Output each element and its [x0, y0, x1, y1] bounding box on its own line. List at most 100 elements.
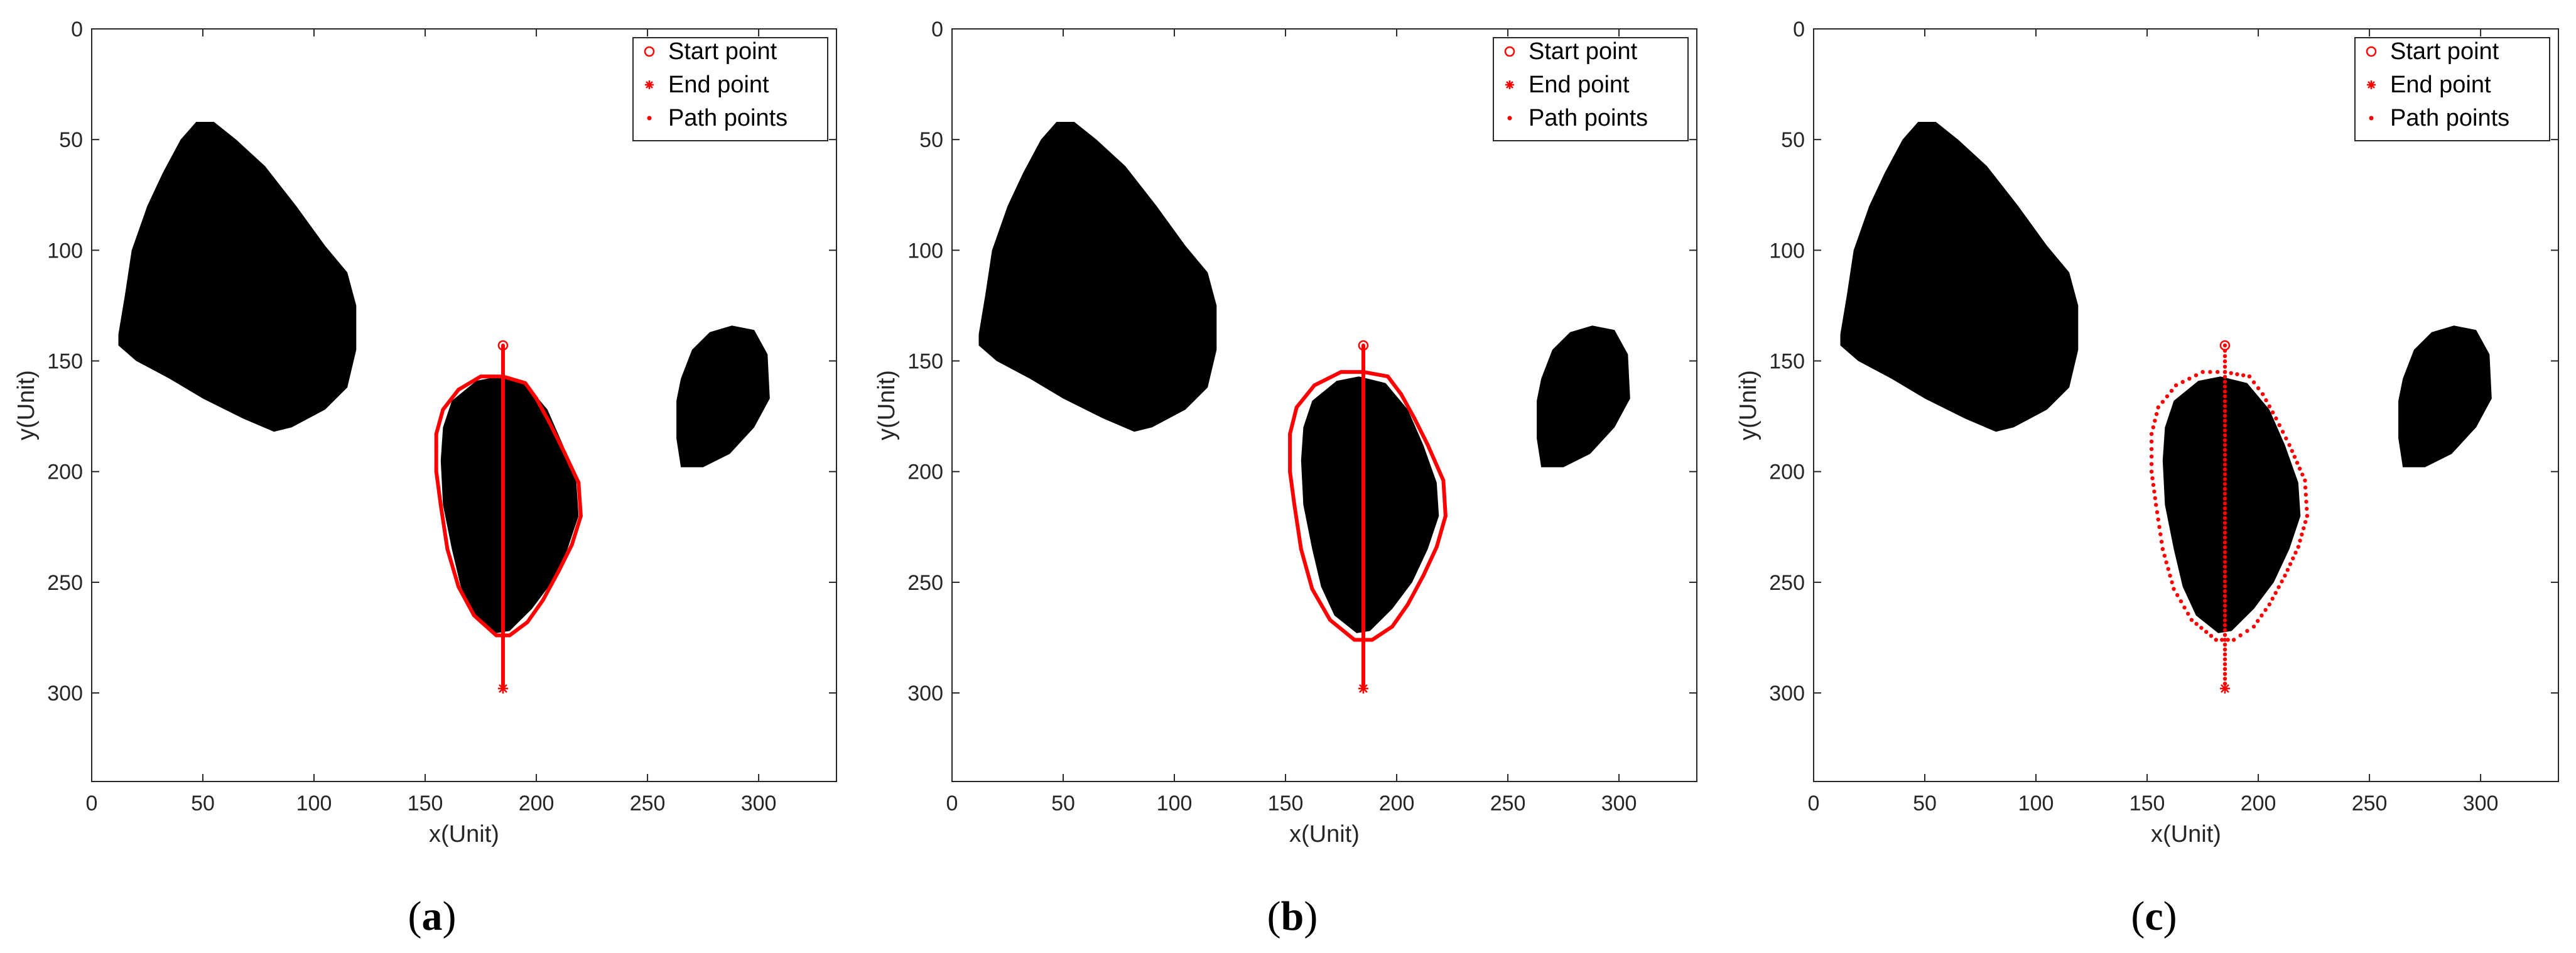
- path-point: [2222, 359, 2227, 364]
- x-tick-label: 100: [296, 792, 332, 815]
- path-point: [2256, 619, 2260, 623]
- end-point-marker: [497, 683, 508, 694]
- legend-path-marker: [1507, 116, 1512, 121]
- path-point: [561, 447, 565, 452]
- path-point: [479, 374, 483, 379]
- path-point: [2157, 525, 2162, 529]
- path-point: [2151, 482, 2156, 487]
- path-point: [2154, 411, 2159, 417]
- end-point-marker: [1358, 683, 1368, 694]
- path-point: [2158, 532, 2163, 536]
- path-point: [507, 633, 512, 638]
- path-point: [2229, 371, 2233, 376]
- path-point: [2175, 593, 2180, 597]
- path-point: [1370, 638, 1375, 642]
- path-point: [1426, 443, 1430, 447]
- path-point: [2300, 532, 2304, 536]
- path-point: [2222, 354, 2227, 358]
- y-axis-title: y(Unit): [13, 370, 40, 440]
- path-point: [2208, 369, 2212, 374]
- obstacle-right: [1537, 325, 1630, 467]
- path-point: [2187, 376, 2192, 381]
- path-point: [2209, 634, 2214, 638]
- path-point: [2173, 383, 2178, 388]
- path-point: [2235, 372, 2239, 376]
- y-axis-title: y(Unit): [874, 370, 900, 440]
- path-point: [1310, 587, 1314, 591]
- legend-label: Start point: [1529, 38, 1638, 65]
- path-point: [2149, 469, 2154, 474]
- path-point: [2156, 517, 2160, 522]
- legend-end-marker: [1505, 80, 1514, 89]
- x-tick-label: 100: [2018, 792, 2054, 815]
- path-point: [2222, 584, 2227, 589]
- path-point: [2222, 506, 2227, 511]
- path-point: [2222, 404, 2227, 408]
- y-tick-label: 50: [1781, 128, 1805, 152]
- x-tick-label: 0: [946, 792, 958, 815]
- path-point: [2267, 404, 2271, 408]
- x-tick-label: 250: [1490, 792, 1526, 815]
- path-point: [2222, 516, 2227, 520]
- path-point: [1352, 638, 1356, 642]
- panel-a: 0 50 100 150 200 250 300 0 50 100 150 200 250 300 x(Un…: [13, 18, 837, 939]
- path-point: [441, 408, 445, 411]
- path-point: [501, 343, 505, 347]
- panel-label: (c): [2131, 893, 2177, 939]
- path-point: [2222, 623, 2227, 628]
- path-point: [2222, 638, 2227, 642]
- path-point: [2222, 642, 2227, 647]
- path-point: [2170, 580, 2174, 585]
- path-point: [434, 432, 438, 436]
- path-point: [1434, 545, 1439, 549]
- path-point: [2153, 418, 2157, 423]
- y-tick-label: 100: [47, 239, 83, 263]
- x-tick-label: 50: [191, 792, 215, 815]
- path-point: [2222, 555, 2227, 559]
- path-point: [2222, 343, 2227, 348]
- path-point: [2222, 569, 2227, 574]
- path-point: [1288, 469, 1292, 474]
- path-point: [2222, 418, 2227, 423]
- path-point: [2222, 574, 2227, 579]
- path-point: [1405, 602, 1410, 607]
- legend: Start point End point Path points: [2354, 37, 2550, 141]
- path-point: [2160, 547, 2165, 552]
- path-point: [2222, 560, 2227, 564]
- path-point: [1294, 405, 1299, 410]
- y-tick-label: 100: [907, 239, 943, 263]
- path-point: [2260, 392, 2265, 396]
- x-tick-label: 200: [2241, 792, 2276, 815]
- path-point: [2166, 567, 2170, 571]
- path-point: [2149, 454, 2154, 459]
- path-point: [2292, 455, 2297, 459]
- panel-label: (a): [408, 893, 457, 939]
- legend-path-marker: [647, 116, 652, 121]
- legend-path-marker: [2369, 116, 2374, 121]
- path-point: [1288, 432, 1292, 436]
- path-point: [2288, 562, 2293, 567]
- path-point: [2303, 520, 2308, 525]
- obstacle-large: [978, 122, 1217, 432]
- path-point: [1328, 618, 1332, 622]
- path-point: [2303, 485, 2308, 490]
- path-point: [2305, 506, 2309, 511]
- path-point: [2189, 618, 2194, 622]
- path-point: [2220, 638, 2224, 642]
- path-point: [1443, 514, 1448, 518]
- path-point: [2222, 657, 2227, 662]
- path-point: [2222, 511, 2227, 516]
- legend-end-marker: [645, 80, 654, 89]
- path-point: [2186, 611, 2190, 616]
- x-tick-label: 250: [630, 792, 666, 815]
- start-point-marker: [1358, 340, 1369, 351]
- path-point: [2293, 550, 2298, 555]
- path-point: [2164, 560, 2168, 565]
- path-point: [2222, 482, 2227, 486]
- panel-b: 0 50 100 150 200 250 300 0 50 100 150 200 250 300 x(Un…: [874, 18, 1697, 939]
- path-point: [2285, 568, 2290, 572]
- path-point: [501, 374, 505, 379]
- x-tick-label: 250: [2352, 792, 2388, 815]
- path-point: [2222, 540, 2227, 545]
- legend-end-marker: [2367, 80, 2376, 89]
